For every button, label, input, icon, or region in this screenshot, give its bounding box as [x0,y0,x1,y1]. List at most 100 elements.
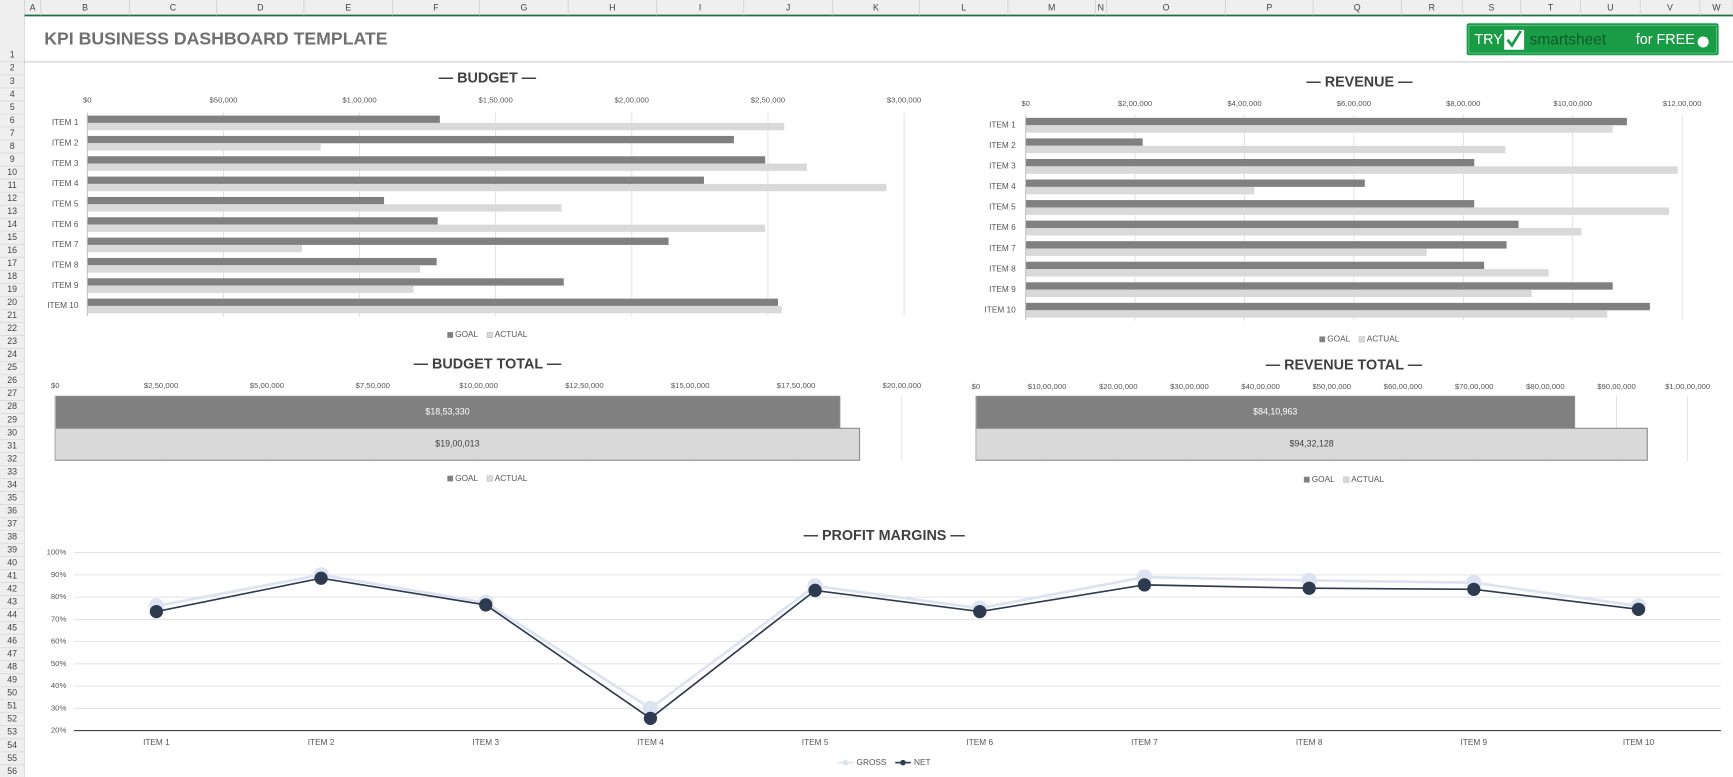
bar [1025,125,1613,133]
row-header: 41 [7,571,17,581]
category-label: ITEM 4 [52,179,79,188]
bar [87,135,734,144]
row-header: 21 [7,310,17,320]
x-tick-label: $30,00,000 [1170,382,1209,391]
category-label: ITEM 7 [1131,738,1158,747]
bar [1025,289,1532,298]
bar [87,196,385,205]
bar [1025,241,1507,249]
category-label: ITEM 9 [52,281,79,290]
y-tick-label: 90% [51,570,67,579]
bar [1025,282,1613,290]
bar [1025,220,1519,229]
y-tick-label: 20% [51,726,67,735]
x-tick-label: $8,00,000 [1446,99,1480,108]
column-header: I [699,3,701,13]
row-header: 54 [7,740,17,750]
row-header: 31 [7,440,17,450]
x-tick-label: $50,00,000 [1312,382,1351,391]
point-marker [149,604,164,619]
row-header: 48 [7,662,17,672]
column-header: R [1429,3,1435,13]
row-header: 35 [7,492,17,502]
column-header: D [257,3,263,13]
legend-swatch [1319,336,1326,343]
x-tick-label: $12,00,000 [1663,99,1702,108]
column-header: W [1712,3,1721,13]
bar [87,278,564,286]
category-label: ITEM 4 [637,738,664,747]
bar [1025,186,1255,195]
x-tick-label: $60,00,000 [1384,382,1423,391]
bar [87,163,807,171]
row-header: 29 [7,414,17,424]
legend-label: GOAL [1327,335,1350,344]
bar [87,122,785,131]
legend: GOAL ACTUAL [447,474,528,483]
x-tick-label: $2,50,000 [751,96,785,105]
x-tick-label: $2,00,000 [615,96,649,105]
data-label: $18,53,330 [425,407,469,417]
dashboard-title: KPI BUSINESS DASHBOARD TEMPLATE [44,28,388,48]
x-tick-label: $50,000 [209,96,237,105]
x-tick-label: $0 [51,381,60,390]
column-header: J [786,3,790,13]
column-header: E [345,3,351,13]
category-label: ITEM 8 [989,264,1016,273]
x-tick-label: $0 [83,96,92,105]
category-label: ITEM 6 [52,220,79,229]
bar [87,285,414,293]
row-header: 50 [7,688,17,698]
row-header: 43 [7,597,17,607]
category-label: ITEM 2 [989,141,1016,150]
series-line [156,573,1639,711]
x-tick-label: $10,00,000 [1028,382,1067,391]
bar [87,305,782,314]
cta-check [1506,30,1522,48]
bar [1025,166,1678,174]
row-header: 42 [7,584,17,594]
y-tick-label: 30% [51,703,67,712]
category-label: ITEM 5 [802,738,829,747]
column-header: H [609,3,615,13]
category-label: ITEM 5 [989,203,1016,212]
bar [1025,200,1475,208]
row-header-bar [0,0,25,777]
chart-title: — BUDGET TOTAL — [414,357,562,373]
cta-background[interactable] [1466,23,1719,56]
legend-label: GOAL [455,330,478,339]
x-tick-label: $1,00,000 [342,96,376,105]
column-header: O [1163,3,1170,13]
bar [87,115,440,123]
x-tick-label: $80,00,000 [1526,382,1565,391]
cta-button[interactable]: TRY smartsheet for FREE [1466,23,1719,56]
y-tick-label: 80% [51,592,67,601]
series-line [156,577,1639,720]
row-header: 23 [7,336,17,346]
x-tick-label: $5,00,000 [250,381,284,390]
bar [87,265,421,273]
row-header: 4 [10,89,15,99]
row-header: 19 [7,284,17,294]
column-header-bar [0,0,1733,16]
bar [1025,248,1427,256]
column-header: L [961,3,966,13]
bar [1025,228,1582,236]
row-header: 38 [7,531,17,541]
bar [54,395,841,429]
bar [1025,138,1143,146]
bar [87,143,321,151]
row-header: 27 [7,388,17,398]
x-tick-label: $7,50,000 [356,381,390,390]
bar [87,204,562,212]
legend-swatch [447,475,454,482]
bar [1025,145,1506,154]
category-label: ITEM 4 [989,182,1016,191]
cta-suffix: for FREE [1636,32,1695,48]
category-label: ITEM 2 [308,738,335,747]
chart-title: — PROFIT MARGINS — [804,528,966,544]
category-label: ITEM 6 [989,223,1016,232]
bar [87,257,437,266]
x-tick-label: $2,50,000 [144,381,178,390]
